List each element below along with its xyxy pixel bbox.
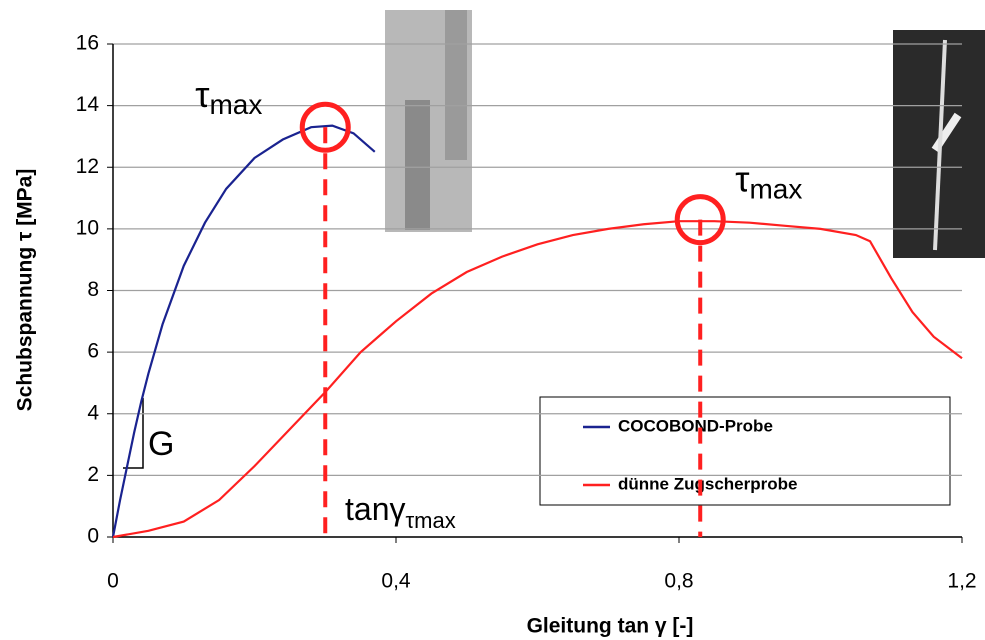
legend-label: dünne Zugscherprobe <box>618 474 797 493</box>
y-tick-label: 2 <box>87 463 99 486</box>
y-tick-label: 6 <box>87 340 99 363</box>
max-label-main: τ <box>735 158 749 199</box>
photo-detail <box>445 10 467 160</box>
max-label-sub: max <box>209 90 262 121</box>
y-axis-label: Schubspannung τ [MPa] <box>14 169 37 412</box>
y-tick-label: 8 <box>87 278 99 301</box>
x-tick-label: 1,2 <box>947 570 976 593</box>
y-tick-label: 10 <box>76 216 99 239</box>
chart: Gleitung tan γ [-] Schubspannung τ [MPa]… <box>0 0 985 640</box>
legend-label: COCOBOND-Probe <box>618 416 773 435</box>
tan-label-sub: τmax <box>405 508 455 533</box>
y-tick-label: 12 <box>76 155 99 178</box>
tan-label-main: tanγ <box>345 491 405 527</box>
max-label: τmax <box>195 74 262 121</box>
slope-label: G <box>148 425 174 463</box>
y-tick-label: 16 <box>76 32 99 55</box>
y-tick-label: 4 <box>87 401 99 424</box>
tan-label: tanγτmax <box>345 491 456 532</box>
x-tick-label: 0 <box>107 570 119 593</box>
x-axis-label: Gleitung tan γ [-] <box>527 615 694 638</box>
y-tick-label: 0 <box>87 525 99 548</box>
x-tick-label: 0,8 <box>664 570 693 593</box>
photo-detail <box>405 100 430 230</box>
max-label-main: τ <box>195 74 209 115</box>
y-tick-label: 14 <box>76 93 100 116</box>
x-tick-label: 0,4 <box>381 570 411 593</box>
max-label: τmax <box>735 158 802 205</box>
max-label-sub: max <box>749 174 802 205</box>
